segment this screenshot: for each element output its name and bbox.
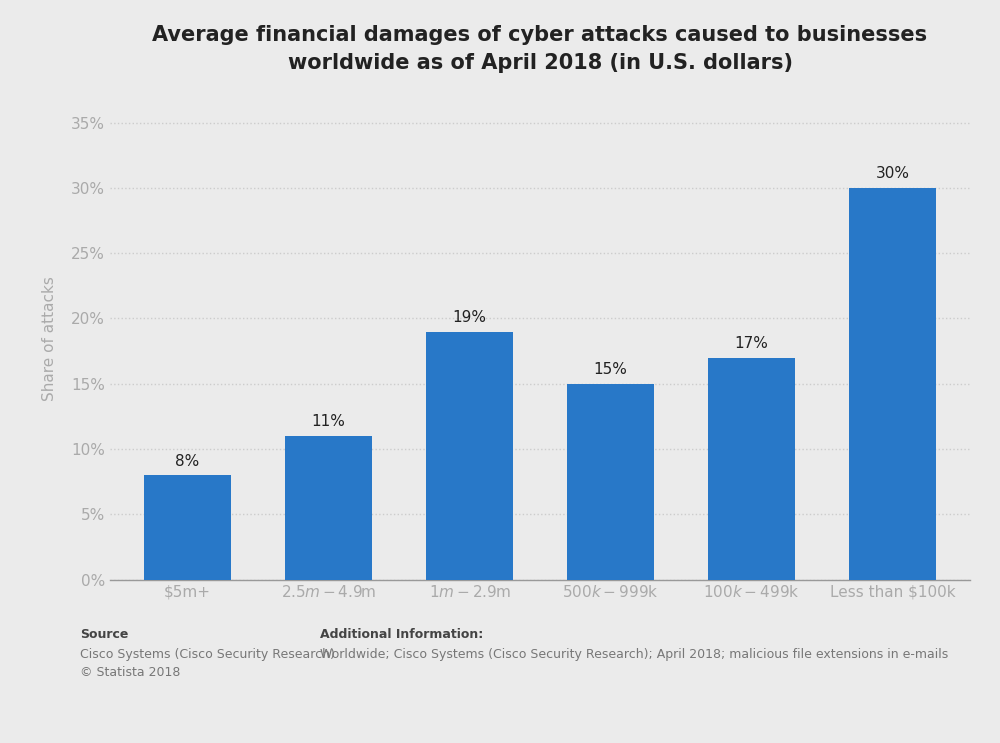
Text: 19%: 19% [453, 310, 487, 325]
Bar [426, 331, 513, 580]
Bar [849, 188, 936, 580]
Text: 17%: 17% [735, 336, 768, 351]
Title: Average financial damages of cyber attacks caused to businesses
worldwide as of : Average financial damages of cyber attac… [152, 25, 928, 73]
Bar [285, 436, 372, 580]
Text: Additional Information:: Additional Information: [320, 628, 483, 640]
Text: 15%: 15% [594, 363, 627, 377]
Text: Source: Source [80, 628, 128, 640]
Text: 11%: 11% [312, 415, 345, 429]
Y-axis label: Share of attacks: Share of attacks [42, 276, 57, 400]
Bar [708, 357, 795, 580]
Text: Worldwide; Cisco Systems (Cisco Security Research); April 2018; malicious file e: Worldwide; Cisco Systems (Cisco Security… [320, 648, 948, 661]
Text: 8%: 8% [175, 453, 200, 469]
Bar [144, 475, 231, 580]
Text: 30%: 30% [875, 166, 909, 181]
Text: Cisco Systems (Cisco Security Research)
© Statista 2018: Cisco Systems (Cisco Security Research) … [80, 648, 335, 679]
Bar [567, 383, 654, 580]
